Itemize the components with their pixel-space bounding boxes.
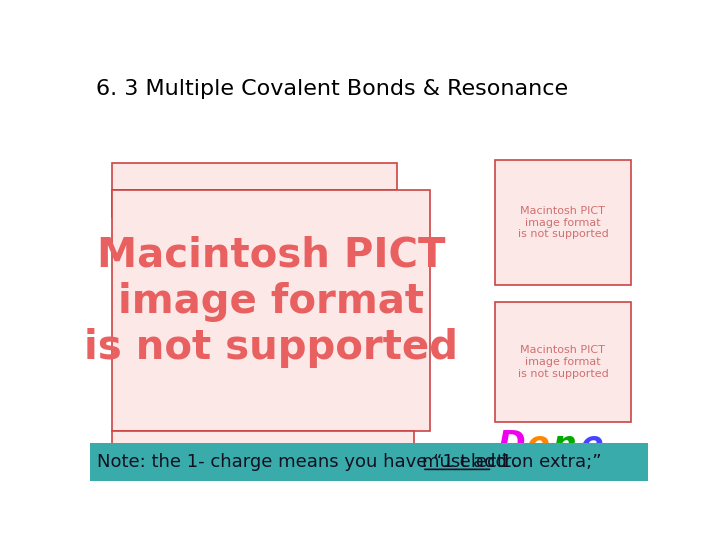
Bar (112, 190, 431, 431)
Bar (112, 431, 413, 454)
Bar (90, 443, 648, 481)
Text: Macintosh PICT
image format
is not supported: Macintosh PICT image format is not suppo… (518, 206, 608, 239)
Text: 6. 3 Multiple Covalent Bonds & Resonance: 6. 3 Multiple Covalent Bonds & Resonance (96, 79, 567, 99)
Text: Macintosh PICT
image format
is not supported: Macintosh PICT image format is not suppo… (84, 235, 459, 368)
Bar (495, 302, 631, 422)
Bar (495, 160, 631, 285)
Text: 1.: 1. (495, 453, 518, 471)
Text: e: e (580, 429, 603, 462)
Bar (112, 163, 397, 190)
Text: D: D (498, 429, 525, 462)
Text: n: n (553, 429, 577, 462)
Text: must add: must add (422, 453, 507, 471)
Text: Macintosh PICT
image format
is not supported: Macintosh PICT image format is not suppo… (518, 346, 608, 379)
Text: o: o (526, 429, 549, 462)
Text: Note: the 1- charge means you have “1 electron extra;”: Note: the 1- charge means you have “1 el… (96, 453, 607, 471)
Bar (112, 190, 277, 217)
